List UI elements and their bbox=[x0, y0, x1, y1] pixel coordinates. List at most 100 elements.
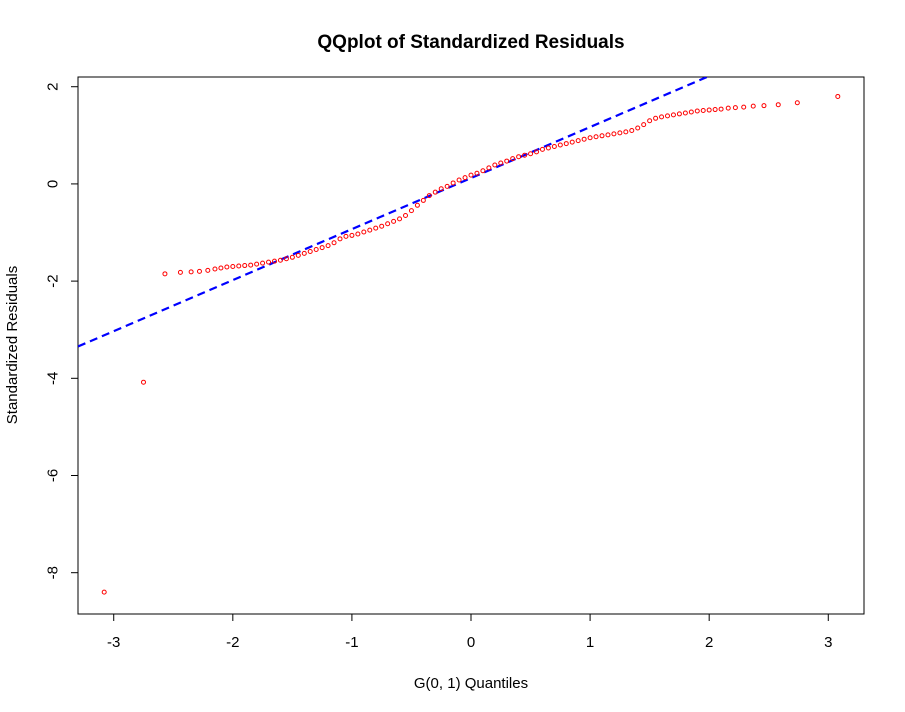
data-point bbox=[775, 102, 781, 108]
y-tick-label: -2 bbox=[45, 274, 62, 287]
data-point bbox=[349, 232, 355, 238]
y-tick-label: -8 bbox=[45, 566, 62, 579]
data-point bbox=[307, 248, 313, 254]
data-point bbox=[611, 131, 617, 137]
data-point bbox=[641, 122, 647, 128]
data-point bbox=[575, 138, 581, 144]
data-point bbox=[162, 271, 168, 277]
data-point bbox=[450, 180, 456, 186]
data-point bbox=[254, 261, 260, 267]
x-tick-label: 1 bbox=[586, 634, 594, 651]
y-axis-label: Standardized Residuals bbox=[4, 266, 21, 424]
data-point bbox=[682, 110, 688, 116]
data-point bbox=[101, 589, 107, 595]
data-point bbox=[426, 193, 432, 199]
data-point bbox=[301, 250, 307, 256]
data-point bbox=[676, 111, 682, 117]
data-point bbox=[670, 112, 676, 118]
data-point bbox=[224, 264, 230, 270]
data-point bbox=[277, 257, 283, 263]
data-point bbox=[629, 127, 635, 133]
data-point bbox=[539, 146, 545, 152]
data-point bbox=[557, 142, 563, 148]
x-axis-label: G(0, 1) Quantiles bbox=[414, 675, 528, 692]
data-point bbox=[794, 100, 800, 106]
data-point bbox=[379, 223, 385, 229]
data-point bbox=[492, 162, 498, 168]
data-point bbox=[218, 265, 224, 271]
data-point bbox=[432, 189, 438, 195]
data-point bbox=[462, 175, 468, 181]
chart-title: QQplot of Standardized Residuals bbox=[317, 32, 624, 53]
data-point bbox=[480, 168, 486, 174]
data-point bbox=[260, 260, 266, 266]
data-point bbox=[236, 263, 242, 269]
data-point bbox=[205, 267, 211, 273]
data-point bbox=[516, 154, 522, 160]
data-point bbox=[266, 259, 272, 265]
data-point bbox=[569, 139, 575, 145]
data-point bbox=[718, 106, 724, 112]
data-point bbox=[486, 165, 492, 171]
data-point bbox=[498, 160, 504, 166]
y-tick-label: -4 bbox=[45, 372, 62, 385]
x-tick-label: 0 bbox=[467, 634, 475, 651]
data-point bbox=[408, 208, 414, 214]
data-point bbox=[504, 158, 510, 164]
data-point bbox=[367, 227, 373, 233]
data-point bbox=[653, 115, 659, 121]
data-point bbox=[385, 221, 391, 227]
data-point bbox=[750, 103, 756, 109]
data-point bbox=[593, 134, 599, 140]
data-point bbox=[522, 152, 528, 158]
data-point bbox=[605, 132, 611, 138]
data-point bbox=[706, 107, 712, 113]
y-axis: -8 -6 -4 -2 0 2 bbox=[45, 83, 79, 579]
data-point bbox=[659, 114, 665, 120]
data-point bbox=[331, 240, 337, 246]
data-point bbox=[712, 107, 718, 113]
data-point bbox=[403, 213, 408, 219]
reference-line bbox=[78, 77, 710, 348]
data-point bbox=[694, 108, 700, 114]
data-point bbox=[355, 231, 361, 237]
data-point bbox=[647, 118, 653, 124]
data-point bbox=[373, 225, 379, 231]
data-point bbox=[456, 177, 462, 183]
plot-area-border bbox=[77, 76, 865, 615]
data-point bbox=[761, 103, 767, 109]
data-point bbox=[188, 269, 194, 275]
x-axis: -3 -2 -1 0 1 2 3 bbox=[107, 613, 832, 651]
data-point bbox=[177, 269, 183, 275]
data-point bbox=[420, 197, 426, 203]
data-point bbox=[343, 233, 349, 239]
data-point bbox=[563, 141, 569, 147]
data-point bbox=[313, 247, 319, 253]
data-point bbox=[361, 229, 367, 235]
data-point bbox=[414, 202, 420, 208]
data-point bbox=[212, 266, 218, 272]
data-point bbox=[725, 105, 731, 111]
data-point bbox=[295, 252, 301, 258]
data-point bbox=[732, 105, 738, 111]
data-point bbox=[510, 156, 516, 162]
y-tick-label: -6 bbox=[45, 469, 62, 482]
data-point bbox=[337, 236, 343, 242]
data-point bbox=[623, 129, 629, 135]
data-point bbox=[617, 130, 623, 136]
data-point bbox=[551, 143, 557, 149]
data-point bbox=[835, 93, 841, 99]
data-point bbox=[635, 125, 641, 131]
x-tick-label: 3 bbox=[824, 634, 832, 651]
x-tick-label: 2 bbox=[705, 634, 713, 651]
data-point bbox=[587, 135, 593, 141]
data-point bbox=[528, 151, 534, 157]
data-point bbox=[741, 104, 747, 110]
data-point bbox=[141, 379, 146, 385]
data-point bbox=[230, 264, 236, 270]
data-point bbox=[545, 145, 551, 151]
data-point bbox=[289, 254, 295, 260]
data-point bbox=[325, 243, 331, 249]
data-point bbox=[599, 133, 605, 139]
x-tick-label: -1 bbox=[345, 634, 358, 651]
